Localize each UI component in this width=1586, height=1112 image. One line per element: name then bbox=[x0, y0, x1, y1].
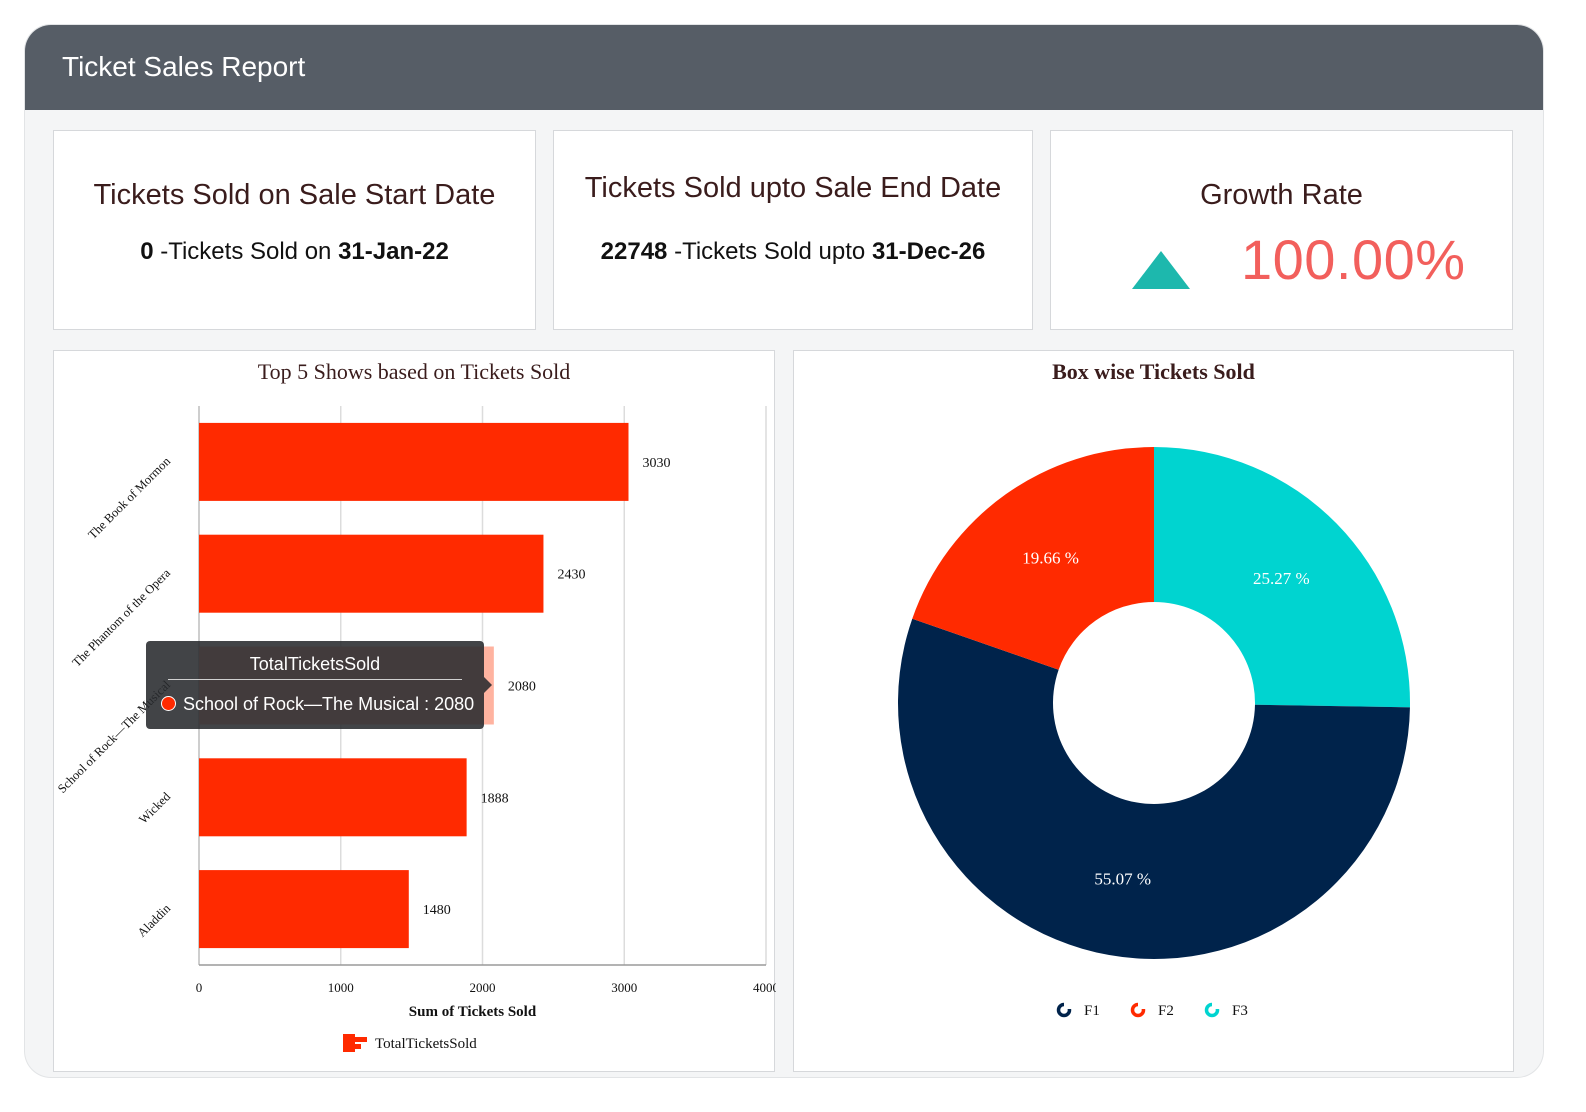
kpi-start-date: 31-Jan-22 bbox=[338, 238, 449, 265]
kpi-start-value: 0 bbox=[140, 238, 154, 265]
kpi-end-date: 31-Dec-26 bbox=[871, 238, 986, 265]
bar-4 bbox=[199, 870, 409, 949]
tooltip-body: School of Rock—The Musical : 2080 bbox=[183, 694, 475, 714]
legend-label: F1 bbox=[1084, 1003, 1100, 1019]
legend-ring-gap bbox=[1212, 1002, 1220, 1009]
x-tick-label: 1000 bbox=[328, 980, 354, 995]
slice-value-label: 19.66 % bbox=[1022, 548, 1079, 567]
x-tick-label: 2000 bbox=[470, 980, 496, 995]
x-tick-label: 0 bbox=[196, 980, 203, 995]
bar-value-label: 2430 bbox=[557, 568, 585, 583]
x-axis-title: Sum of Tickets Sold bbox=[409, 1004, 537, 1020]
donut-slice-F2 bbox=[912, 447, 1154, 670]
tooltip-divider bbox=[168, 679, 462, 680]
legend-label: F2 bbox=[1158, 1003, 1174, 1019]
legend-ring-icon bbox=[1130, 1002, 1146, 1018]
kpi-end-value: 22748 bbox=[600, 238, 668, 265]
donut-chart-card: Box wise Tickets Sold 25.27 % 55.07 % 19.6… bbox=[793, 350, 1514, 1072]
kpi-card-end: Tickets Sold upto Sale End Date 22748 -T… bbox=[553, 130, 1033, 330]
legend-swatch-icon bbox=[343, 1034, 367, 1052]
legend-ring-icon bbox=[1056, 1002, 1072, 1018]
donut-chart: 25.27 % 55.07 % 19.66 % F1 F2 F3 bbox=[897, 447, 1410, 1019]
legend-ring-icon bbox=[1204, 1002, 1220, 1018]
tooltip-series-dot bbox=[161, 696, 176, 711]
bar-value-label: 1888 bbox=[481, 791, 509, 806]
x-tick-label: 4000 bbox=[753, 980, 776, 995]
slice-value-label: 55.07 % bbox=[1094, 870, 1151, 889]
tooltip-arrow bbox=[484, 677, 492, 693]
header-bar: Ticket Sales Report bbox=[25, 25, 1543, 110]
slice-value-label: 25.27 % bbox=[1253, 569, 1310, 588]
bar-chart-title: Top 5 Shows based on Tickets Sold bbox=[257, 359, 571, 384]
y-tick-label: The Book of Mormon bbox=[85, 454, 173, 542]
bar-chart-card: Top 5 Shows based on Tickets Sold 0 1000 2… bbox=[53, 350, 776, 1072]
kpi-growth-title: Growth Rate bbox=[1200, 179, 1363, 211]
legend-swatch-bar bbox=[343, 1044, 361, 1049]
bar-value-label: 3030 bbox=[643, 456, 671, 471]
kpi-start-line: 0 -Tickets Sold on 31-Jan-22 bbox=[54, 238, 535, 266]
kpi-end-text: -Tickets Sold upto bbox=[667, 238, 872, 265]
kpi-growth-value: 100.00% bbox=[1241, 228, 1466, 291]
kpi-start-title: Tickets Sold on Sale Start Date bbox=[93, 179, 496, 211]
bar-value-label: 2080 bbox=[508, 680, 536, 695]
legend-ring-gap bbox=[1064, 1002, 1072, 1009]
bar-3 bbox=[199, 758, 467, 837]
y-tick-label: Wicked bbox=[136, 789, 174, 827]
donut-chart-title: Box wise Tickets Sold bbox=[1052, 359, 1255, 384]
bar-0 bbox=[199, 422, 629, 501]
donut-slice-F1 bbox=[897, 618, 1410, 960]
tooltip-header: TotalTicketsSold bbox=[249, 654, 381, 674]
kpi-end-title: Tickets Sold upto Sale End Date bbox=[584, 172, 1002, 204]
legend-label: TotalTicketsSold bbox=[375, 1036, 477, 1052]
kpi-card-growth: Growth Rate 100.00% bbox=[1050, 130, 1513, 330]
legend-swatch-bar bbox=[343, 1034, 355, 1052]
kpi-card-start: Tickets Sold on Sale Start Date 0 -Ticke… bbox=[53, 130, 536, 330]
page-title: Ticket Sales Report bbox=[62, 51, 306, 82]
triangle-up-icon bbox=[1132, 251, 1190, 289]
legend-label: F3 bbox=[1232, 1003, 1248, 1019]
y-tick-label: Aladdin bbox=[135, 901, 174, 940]
chart-tooltip: TotalTicketsSold School of Rock—The Musi… bbox=[146, 641, 492, 729]
bar-value-label: 1480 bbox=[423, 903, 451, 918]
kpi-end-line: 22748 -Tickets Sold upto 31-Dec-26 bbox=[554, 238, 1032, 266]
legend-ring-gap bbox=[1138, 1002, 1146, 1009]
bar-1 bbox=[199, 534, 544, 613]
legend-swatch-bar bbox=[343, 1037, 367, 1042]
x-tick-label: 3000 bbox=[611, 980, 637, 995]
kpi-start-text: -Tickets Sold on bbox=[153, 238, 339, 265]
donut-slice-F3 bbox=[1154, 447, 1410, 708]
